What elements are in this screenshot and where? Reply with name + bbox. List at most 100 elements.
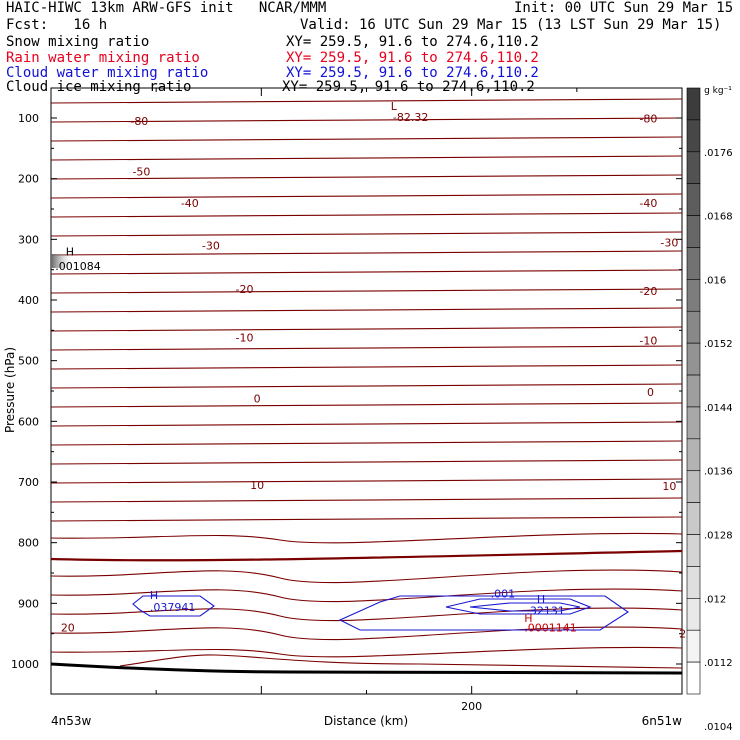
temperature-contour [51,288,682,294]
extremum-label: .001084 [55,260,101,273]
temperature-label: -20 [236,283,254,296]
temperature-contour [51,383,682,389]
temperature-contour [51,136,682,142]
extremum-label: .001 [491,588,516,601]
extremum-label: .0001141 [524,622,577,635]
extremum-label: H [537,593,545,606]
colorbar-segment [686,279,701,312]
temperature-label: -10 [639,335,657,348]
x-tick-label: 200 [461,700,482,713]
temperature-contour [51,459,682,465]
temperature-label: 0 [647,386,654,399]
colorbar-segment [686,119,701,153]
temperature-contour [51,549,682,562]
field-rain-label: Rain water mixing ratio [6,50,200,66]
temperature-contour [51,364,682,370]
colorbar-segment [686,438,701,472]
x-axis-label: Distance (km) [324,714,408,728]
x-axis: 20 0 [50,88,683,713]
extremum-label: H [150,589,158,602]
field-rain-xy: XY= 259.5, 91.6 to 274.6,110.2 [286,50,539,66]
cloud-water-contour [445,598,592,615]
temperature-contour [51,250,682,256]
init-time: Init: 00 UTC Sun 29 Mar 15 [514,0,734,16]
temperature-label: L [391,100,398,113]
y-tick-label: 500 [18,355,39,368]
temperature-label: -30 [202,239,220,252]
temperature-contour [51,212,682,218]
temperature-label: 0 [254,392,261,405]
temperature-contour [51,626,682,641]
temperature-label: -80 [130,115,148,128]
colorbar-tick-label: .012 [704,594,726,605]
temperature-contour [51,174,682,180]
colorbar-tick-label: .0136 [704,467,733,478]
temperature-label: -80 [639,113,657,126]
temperature-contour [51,497,682,503]
colorbar-segment [686,247,701,280]
colorbar-segment [686,470,701,503]
temperature-label: -40 [639,197,657,210]
temperature-contour [51,98,682,104]
temperature-contour [51,117,682,123]
y-tick-label: 300 [18,233,39,246]
colorbar-tick-label: .0112 [704,658,733,669]
valid-time: Valid: 16 UTC Sun 29 Mar 15 (13 LST Sun … [300,17,722,33]
colorbar-tick-label: .0104 [704,722,733,733]
temperature-contour [51,421,682,427]
temperature-contour [51,569,682,584]
cloud-water-contours [132,595,629,631]
temperature-contour [119,654,682,669]
temperature-label: -82.32 [393,111,428,124]
temperature-contour [51,646,682,658]
extremum-label: H [66,245,74,258]
cloud-water-contour [132,595,215,617]
chart-title: HAIC-HIWC 13km ARW-GFS init NCAR/MMM [6,0,327,16]
temperature-contour [51,607,682,622]
temperature-contour [51,307,682,313]
contour-labels: -80 -80 -82.32L -50 -40 -40 -30 -30 -20 -20 -10 -10… [55,100,693,641]
extremum-label: .037941 [150,601,196,614]
snow-shading [51,254,71,268]
field-cloudwater-xy: XY= 259.5, 91.6 to 274.6,110.2 [286,65,539,81]
colorbar-segment [686,215,701,248]
colorbar-unit: g kg⁻¹ [704,86,732,96]
colorbar-segment [686,406,701,440]
colorbar-segment [686,342,701,376]
y-tick-label: 400 [18,294,39,307]
temperature-contour [51,193,682,199]
field-cloudice-xy: XY= 259.5, 91.6 to 274.6,110.2 [282,79,535,95]
colorbar-segment [686,598,701,631]
y-tick-label: 200 [18,173,39,186]
temperature-contour [51,326,682,332]
y-tick-label: 700 [18,476,39,489]
colorbar-segment [686,151,701,184]
x-axis-start-label: 4n53w [51,714,92,728]
temperature-label: -30 [660,236,678,249]
temperature-contour [51,516,682,522]
temperature-contour [51,532,682,544]
colorbar-tick-label: .0168 [704,212,733,223]
colorbar-segment [686,183,701,216]
temperature-contour [51,478,682,484]
temperature-label: -40 [181,197,199,210]
ground-line [51,662,682,675]
temperature-contour [51,269,682,275]
temperature-contour [51,588,682,603]
temperature-contour [51,440,682,446]
temperature-label: 20 [61,622,75,635]
temperature-contour [51,402,682,408]
temperature-label: 10 [662,480,676,493]
temperature-contour [51,155,682,161]
colorbar-tick-label: .0144 [704,403,733,414]
snow-shade [51,254,71,268]
colorbar-segment [686,534,701,567]
colorbar-segment [686,310,701,344]
colorbar-tick-label: .0176 [704,148,733,159]
cloud-water-contour [338,595,629,631]
field-snow-xy: XY= 259.5, 91.6 to 274.6,110.2 [286,34,539,50]
colorbar-tick-label: .016 [704,275,726,286]
temperature-contour [51,231,682,237]
